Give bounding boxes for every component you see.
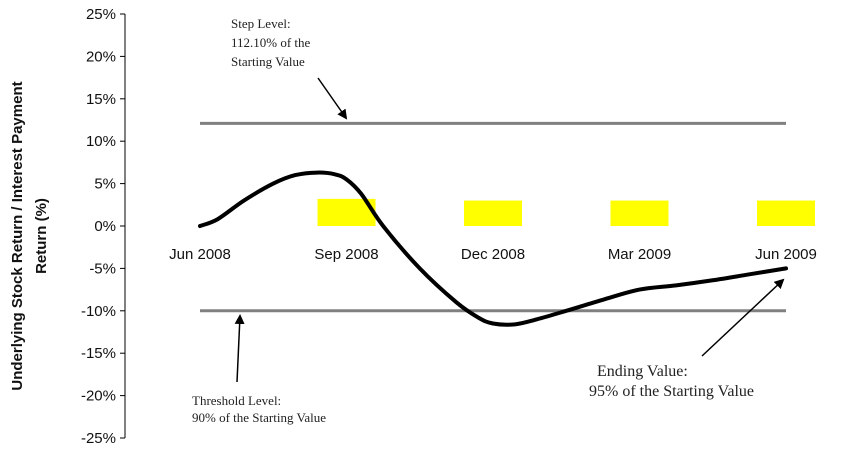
y-tick-label: 25% xyxy=(86,6,116,23)
y-axis-title-line-2: Return (%) xyxy=(33,198,50,274)
threshold-level-text-line-1: Threshold Level: xyxy=(192,393,281,408)
ending-value-text-line-1: Ending Value: xyxy=(597,363,688,380)
threshold-level-text-line-2: 90% of the Starting Value xyxy=(192,410,326,425)
y-tick-label: -25% xyxy=(81,430,116,447)
y-tick-label: -15% xyxy=(81,345,116,362)
y-axis: 25% 20% 15% 10% 5% 0% -5% -10% -15% -20% -25% xyxy=(81,6,126,447)
x-category-label: Jun 2009 xyxy=(755,246,817,263)
y-tick-label: -20% xyxy=(81,388,116,405)
y-tick-label: 10% xyxy=(86,133,116,150)
return-series-line xyxy=(198,170,788,327)
y-tick-label: -5% xyxy=(89,260,116,277)
y-tick-label: 20% xyxy=(86,48,116,65)
step-level-text-line-2: 112.10% of the xyxy=(231,35,311,50)
y-tick-label: -10% xyxy=(81,303,116,320)
y-tick-label: 5% xyxy=(94,176,116,193)
bar-series xyxy=(317,198,815,226)
threshold-level-arrow xyxy=(234,314,245,383)
interest-payment-bar xyxy=(757,200,815,226)
step-level-text-line-3: Starting Value xyxy=(231,54,305,69)
x-category-label: Mar 2009 xyxy=(608,246,671,263)
threshold-level-annotation: Threshold Level: 90% of the Starting Val… xyxy=(192,314,326,425)
step-level-annotation: Step Level: 112.10% of the Starting Valu… xyxy=(231,16,348,120)
interest-payment-bar xyxy=(610,200,669,226)
x-category-label: Jun 2008 xyxy=(169,246,231,263)
reference-lines xyxy=(200,121,786,313)
ending-value-annotation: Ending Value: 95% of the Starting Value xyxy=(589,278,785,400)
step-level-arrow xyxy=(317,77,348,120)
y-tick-label: 0% xyxy=(94,218,116,235)
ending-value-arrow xyxy=(701,278,785,357)
interest-payment-bar xyxy=(464,200,522,226)
step-level-text-line-1: Step Level: xyxy=(231,16,291,31)
y-tick-label: 15% xyxy=(86,91,116,108)
x-category-label: Sep 2008 xyxy=(314,246,378,263)
x-category-labels: Jun 2008 Sep 2008 Dec 2008 Mar 2009 Jun 2009 xyxy=(169,246,817,263)
ending-value-text-line-2: 95% of the Starting Value xyxy=(589,383,754,400)
x-category-label: Dec 2008 xyxy=(461,246,525,263)
y-axis-title-line-1: Underlying Stock Return / Interest Payme… xyxy=(9,81,26,390)
